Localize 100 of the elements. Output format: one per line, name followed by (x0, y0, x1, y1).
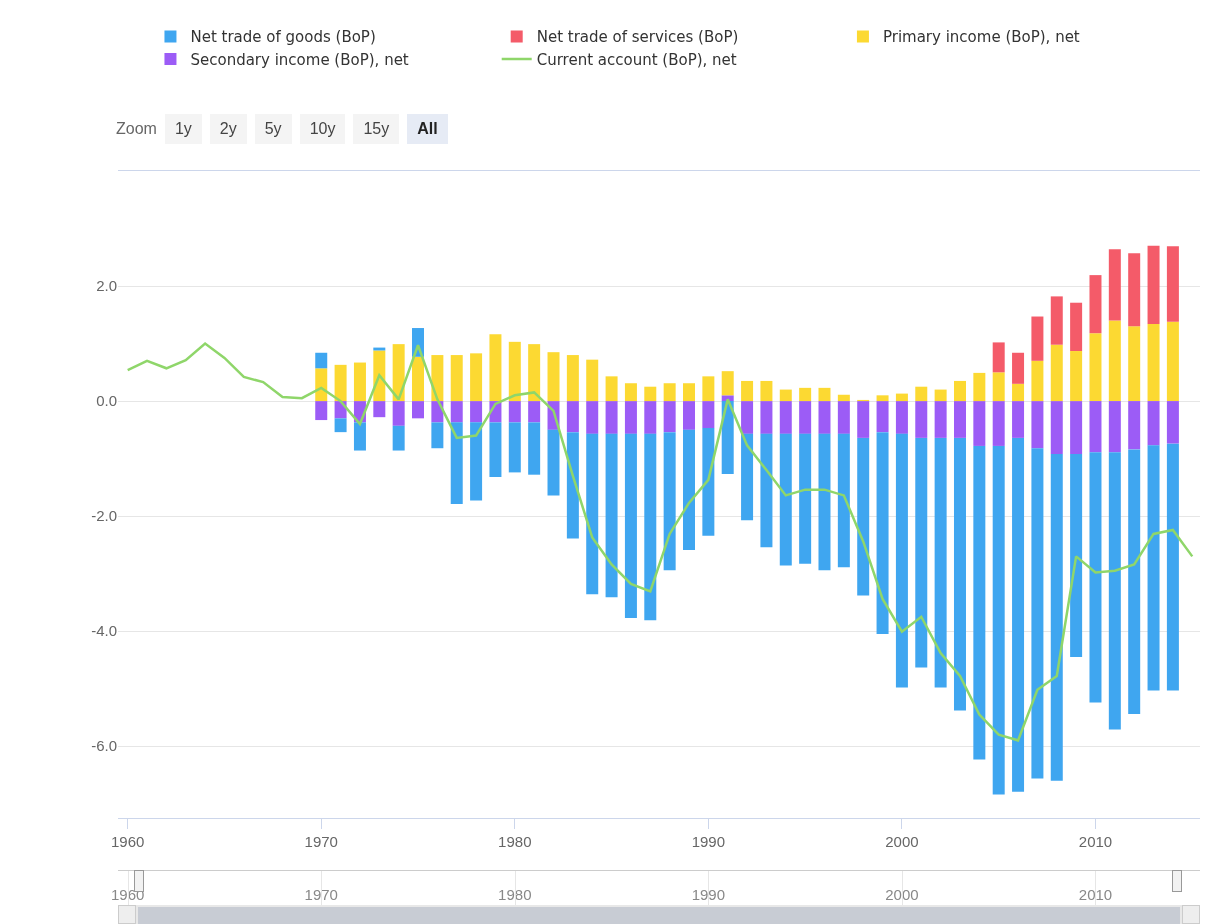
x2-tick-label: 2000 (885, 833, 919, 851)
bar (586, 359, 599, 402)
bar (1089, 401, 1102, 453)
bar (1050, 344, 1063, 402)
bar (953, 380, 966, 402)
zoom-button: 2y (209, 114, 247, 144)
bar (779, 389, 792, 402)
bar (895, 393, 908, 402)
x2-tick-label: 1960 (110, 833, 145, 851)
bar (876, 401, 889, 433)
bar (528, 401, 541, 423)
bar (586, 433, 599, 595)
line-series (126, 342, 1194, 742)
bar (934, 389, 947, 402)
bar (566, 432, 579, 539)
zoom-button: 5y (254, 114, 292, 144)
bar (1147, 401, 1160, 446)
y-tick-label: -2.0 (91, 507, 117, 525)
bar (779, 401, 792, 434)
bar (741, 433, 754, 521)
bar (392, 425, 405, 451)
bar (663, 432, 676, 571)
bar (1128, 449, 1141, 714)
bar (683, 401, 695, 430)
bar (953, 437, 966, 711)
legend-label: Primary income (BoP), net (882, 28, 1080, 47)
bar (915, 437, 928, 668)
bar (605, 401, 618, 434)
bar (876, 395, 889, 402)
legend-label: Secondary income (BoP), net (190, 50, 409, 69)
bar (431, 422, 444, 449)
bar (1147, 245, 1160, 324)
bar (973, 401, 986, 446)
bar (1070, 401, 1083, 454)
x-tick-label: 1980 (498, 886, 532, 903)
legend-label: Net trade of services (BoP) (536, 28, 739, 47)
bar (334, 364, 347, 402)
text: Zoom (116, 120, 157, 138)
bar (1089, 333, 1102, 402)
y-tick-label: 2.0 (96, 277, 117, 295)
bar (818, 387, 831, 402)
bar (799, 401, 812, 434)
bar (1031, 448, 1044, 779)
bar (644, 386, 657, 402)
bar (1108, 249, 1121, 321)
bar (934, 401, 947, 438)
bar (412, 401, 425, 419)
bar (1166, 246, 1179, 322)
legend-label: Current account (BoP), net (536, 50, 737, 69)
bar (953, 401, 966, 438)
x2-tick-label: 2010 (1078, 833, 1113, 851)
bar (528, 344, 541, 402)
bar (837, 401, 850, 434)
bar (992, 401, 1005, 446)
legend-label: Net trade of goods (BoP) (190, 28, 376, 47)
bar (1147, 445, 1160, 691)
bar (1012, 383, 1025, 402)
bar (528, 422, 541, 475)
bar (702, 376, 715, 402)
bar (1108, 320, 1121, 402)
bar (837, 433, 850, 568)
bar (818, 433, 831, 571)
bar (1089, 452, 1102, 703)
bar (934, 437, 947, 688)
bar (683, 383, 695, 402)
bar (392, 401, 405, 426)
bar (470, 422, 483, 501)
x2-tick-label: 1970 (304, 833, 338, 851)
x2-tick-label: 1990 (691, 833, 726, 851)
bar (450, 422, 463, 505)
bar (702, 401, 715, 429)
bar (566, 401, 579, 433)
bar (489, 422, 502, 477)
bar (586, 401, 599, 434)
bar (663, 401, 676, 433)
bar (624, 401, 637, 434)
bar (1012, 401, 1025, 438)
bar (799, 433, 812, 564)
bar (547, 429, 560, 496)
zoom-button: All (407, 114, 448, 144)
y-tick-label: -4.0 (91, 622, 117, 640)
bar (973, 372, 986, 402)
bar (566, 355, 579, 402)
bar (760, 433, 773, 548)
bar (605, 376, 618, 402)
bar (1070, 351, 1083, 402)
zoom-button: 10y (299, 114, 346, 144)
bar (470, 353, 483, 402)
bar (624, 383, 637, 402)
x-tick-label: 2010 (1078, 886, 1113, 903)
bar (857, 401, 870, 438)
bar (683, 429, 695, 551)
bar (876, 432, 889, 635)
y-tick-label: 0.0 (96, 392, 117, 410)
bar (1166, 401, 1179, 444)
bar (799, 387, 812, 402)
bar (1166, 443, 1179, 691)
bar (373, 401, 386, 418)
bar (1031, 316, 1044, 361)
bar (1128, 253, 1141, 327)
